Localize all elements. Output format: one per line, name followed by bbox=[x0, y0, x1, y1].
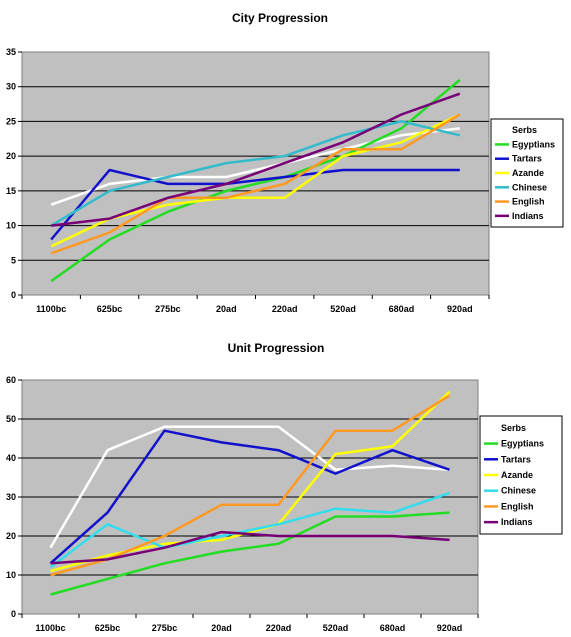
chart-1: Unit Progression 0 10 20 30 40 50 60 1100bc 625bc… bbox=[6, 341, 563, 633]
series-line-egyptians bbox=[50, 511, 450, 596]
chart-title: Unit Progression bbox=[228, 341, 325, 355]
y-tick-label: 0 bbox=[11, 290, 16, 300]
legend-label-azande: Azande bbox=[501, 470, 533, 480]
x-tick-label: 680ad bbox=[380, 623, 406, 633]
series-line-serbs bbox=[49, 425, 450, 549]
legend-label-serbs: Serbs bbox=[512, 125, 537, 135]
series-line-english bbox=[50, 394, 451, 577]
series-line-chinese bbox=[50, 120, 461, 227]
y-tick-label: 50 bbox=[6, 414, 16, 424]
legend-label-english: English bbox=[512, 197, 545, 207]
series-line-english bbox=[50, 113, 461, 255]
x-tick-label: 1100bc bbox=[36, 304, 66, 314]
x-tick-label: 20ad bbox=[211, 623, 232, 633]
legend-label-chinese: Chinese bbox=[501, 486, 536, 496]
x-tick-label: 275bc bbox=[152, 623, 178, 633]
y-tick-label: 5 bbox=[11, 255, 16, 265]
series-line-egyptians bbox=[50, 78, 461, 283]
series-line-azande bbox=[50, 390, 451, 573]
legend-label-serbs: Serbs bbox=[501, 423, 526, 433]
legend-label-chinese: Chinese bbox=[512, 182, 547, 192]
x-tick-label: 680ad bbox=[389, 304, 415, 314]
y-tick-label: 30 bbox=[6, 492, 16, 502]
y-tick-label: 40 bbox=[6, 453, 16, 463]
y-tick-label: 20 bbox=[6, 151, 16, 161]
legend-label-english: English bbox=[501, 501, 534, 511]
y-tick-label: 30 bbox=[6, 82, 16, 92]
series-line-serbs bbox=[50, 127, 460, 206]
x-tick-label: 20ad bbox=[216, 304, 237, 314]
x-tick-label: 275bc bbox=[155, 304, 181, 314]
series-line-tartars bbox=[50, 168, 460, 241]
y-tick-label: 20 bbox=[6, 531, 16, 541]
x-tick-label: 520ad bbox=[323, 623, 349, 633]
chart-0: City Progression 0 5 10 15 20 25 30 35 1100bc 625b… bbox=[6, 11, 564, 314]
y-tick-label: 35 bbox=[6, 47, 16, 57]
legend-label-azande: Azande bbox=[512, 168, 544, 178]
x-tick-label: 625bc bbox=[97, 304, 123, 314]
y-tick-label: 10 bbox=[6, 570, 16, 580]
y-tick-label: 25 bbox=[6, 116, 16, 126]
chart-title: City Progression bbox=[232, 11, 328, 25]
legend-label-indians: Indians bbox=[501, 517, 533, 527]
series-line-chinese bbox=[49, 491, 450, 569]
legend-label-indians: Indians bbox=[512, 211, 544, 221]
legend-label-egyptians: Egyptians bbox=[501, 439, 544, 449]
x-tick-label: 625bc bbox=[95, 623, 121, 633]
x-tick-label: 920ad bbox=[447, 304, 473, 314]
y-tick-label: 0 bbox=[11, 609, 16, 619]
y-tick-label: 10 bbox=[6, 221, 16, 231]
y-tick-label: 15 bbox=[6, 186, 16, 196]
series-line-indians bbox=[51, 92, 461, 227]
x-tick-label: 520ad bbox=[330, 304, 356, 314]
series-line-indians bbox=[50, 530, 450, 565]
legend-label-tartars: Tartars bbox=[512, 154, 542, 164]
x-tick-label: 1100bc bbox=[35, 623, 65, 633]
y-tick-label: 60 bbox=[6, 375, 16, 385]
x-tick-label: 220ad bbox=[272, 304, 298, 314]
legend-label-egyptians: Egyptians bbox=[512, 139, 555, 149]
x-tick-label: 920ad bbox=[437, 623, 463, 633]
legend-label-tartars: Tartars bbox=[501, 454, 531, 464]
x-tick-label: 220ad bbox=[266, 623, 292, 633]
series-line-tartars bbox=[49, 429, 450, 565]
